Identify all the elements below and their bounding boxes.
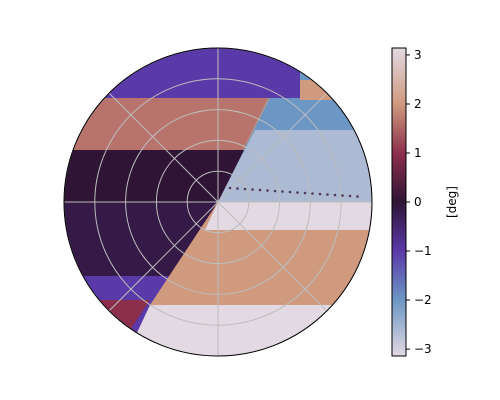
colorbar-tick-label: −3 — [414, 342, 432, 356]
grid-spoke — [217, 92, 328, 203]
radial-dot — [236, 187, 239, 190]
radial-dot — [341, 194, 344, 197]
radial-dot — [326, 193, 329, 196]
field-lower-inner — [64, 202, 218, 276]
radial-dot — [356, 195, 359, 198]
grid-spoke — [217, 201, 328, 312]
radial-dot — [273, 189, 277, 193]
radial-dot — [281, 190, 284, 193]
radial-dot — [288, 190, 292, 194]
field-upright-patch — [295, 80, 372, 100]
colorbar-ticks: 3 2 1 0 −1 −2 −3 — [406, 48, 432, 356]
radial-dot — [318, 192, 322, 196]
colorbar-tick-label: 1 — [414, 146, 422, 160]
polar-grid — [63, 47, 373, 357]
grid-spoke — [108, 201, 219, 312]
disc-border — [63, 47, 373, 357]
colorbar-label: [deg] — [445, 186, 459, 218]
colorbar-tick-label: 0 — [414, 195, 422, 209]
radial-dot — [243, 187, 247, 191]
colorbar-tick-label: 3 — [414, 48, 422, 62]
radial-dot — [296, 191, 299, 194]
field-upper-core — [64, 150, 244, 202]
colorbar-tick-label: −1 — [414, 244, 432, 258]
colorbar-tick-label: −2 — [414, 293, 432, 307]
radial-dot — [348, 194, 352, 198]
field-lowright-light — [205, 202, 372, 230]
colorbar-tick-label: 2 — [414, 97, 422, 111]
field-upright-light — [218, 130, 372, 202]
radial-dot — [251, 188, 254, 191]
radial-dot — [266, 189, 269, 192]
radial-dot-feature — [228, 186, 359, 198]
radial-dot — [311, 192, 314, 195]
colorbar — [391, 47, 407, 357]
radial-dot — [303, 191, 307, 195]
grid-spoke — [108, 92, 219, 203]
radial-dot — [258, 188, 262, 192]
radial-dot — [333, 193, 337, 197]
radial-dot — [228, 186, 232, 190]
